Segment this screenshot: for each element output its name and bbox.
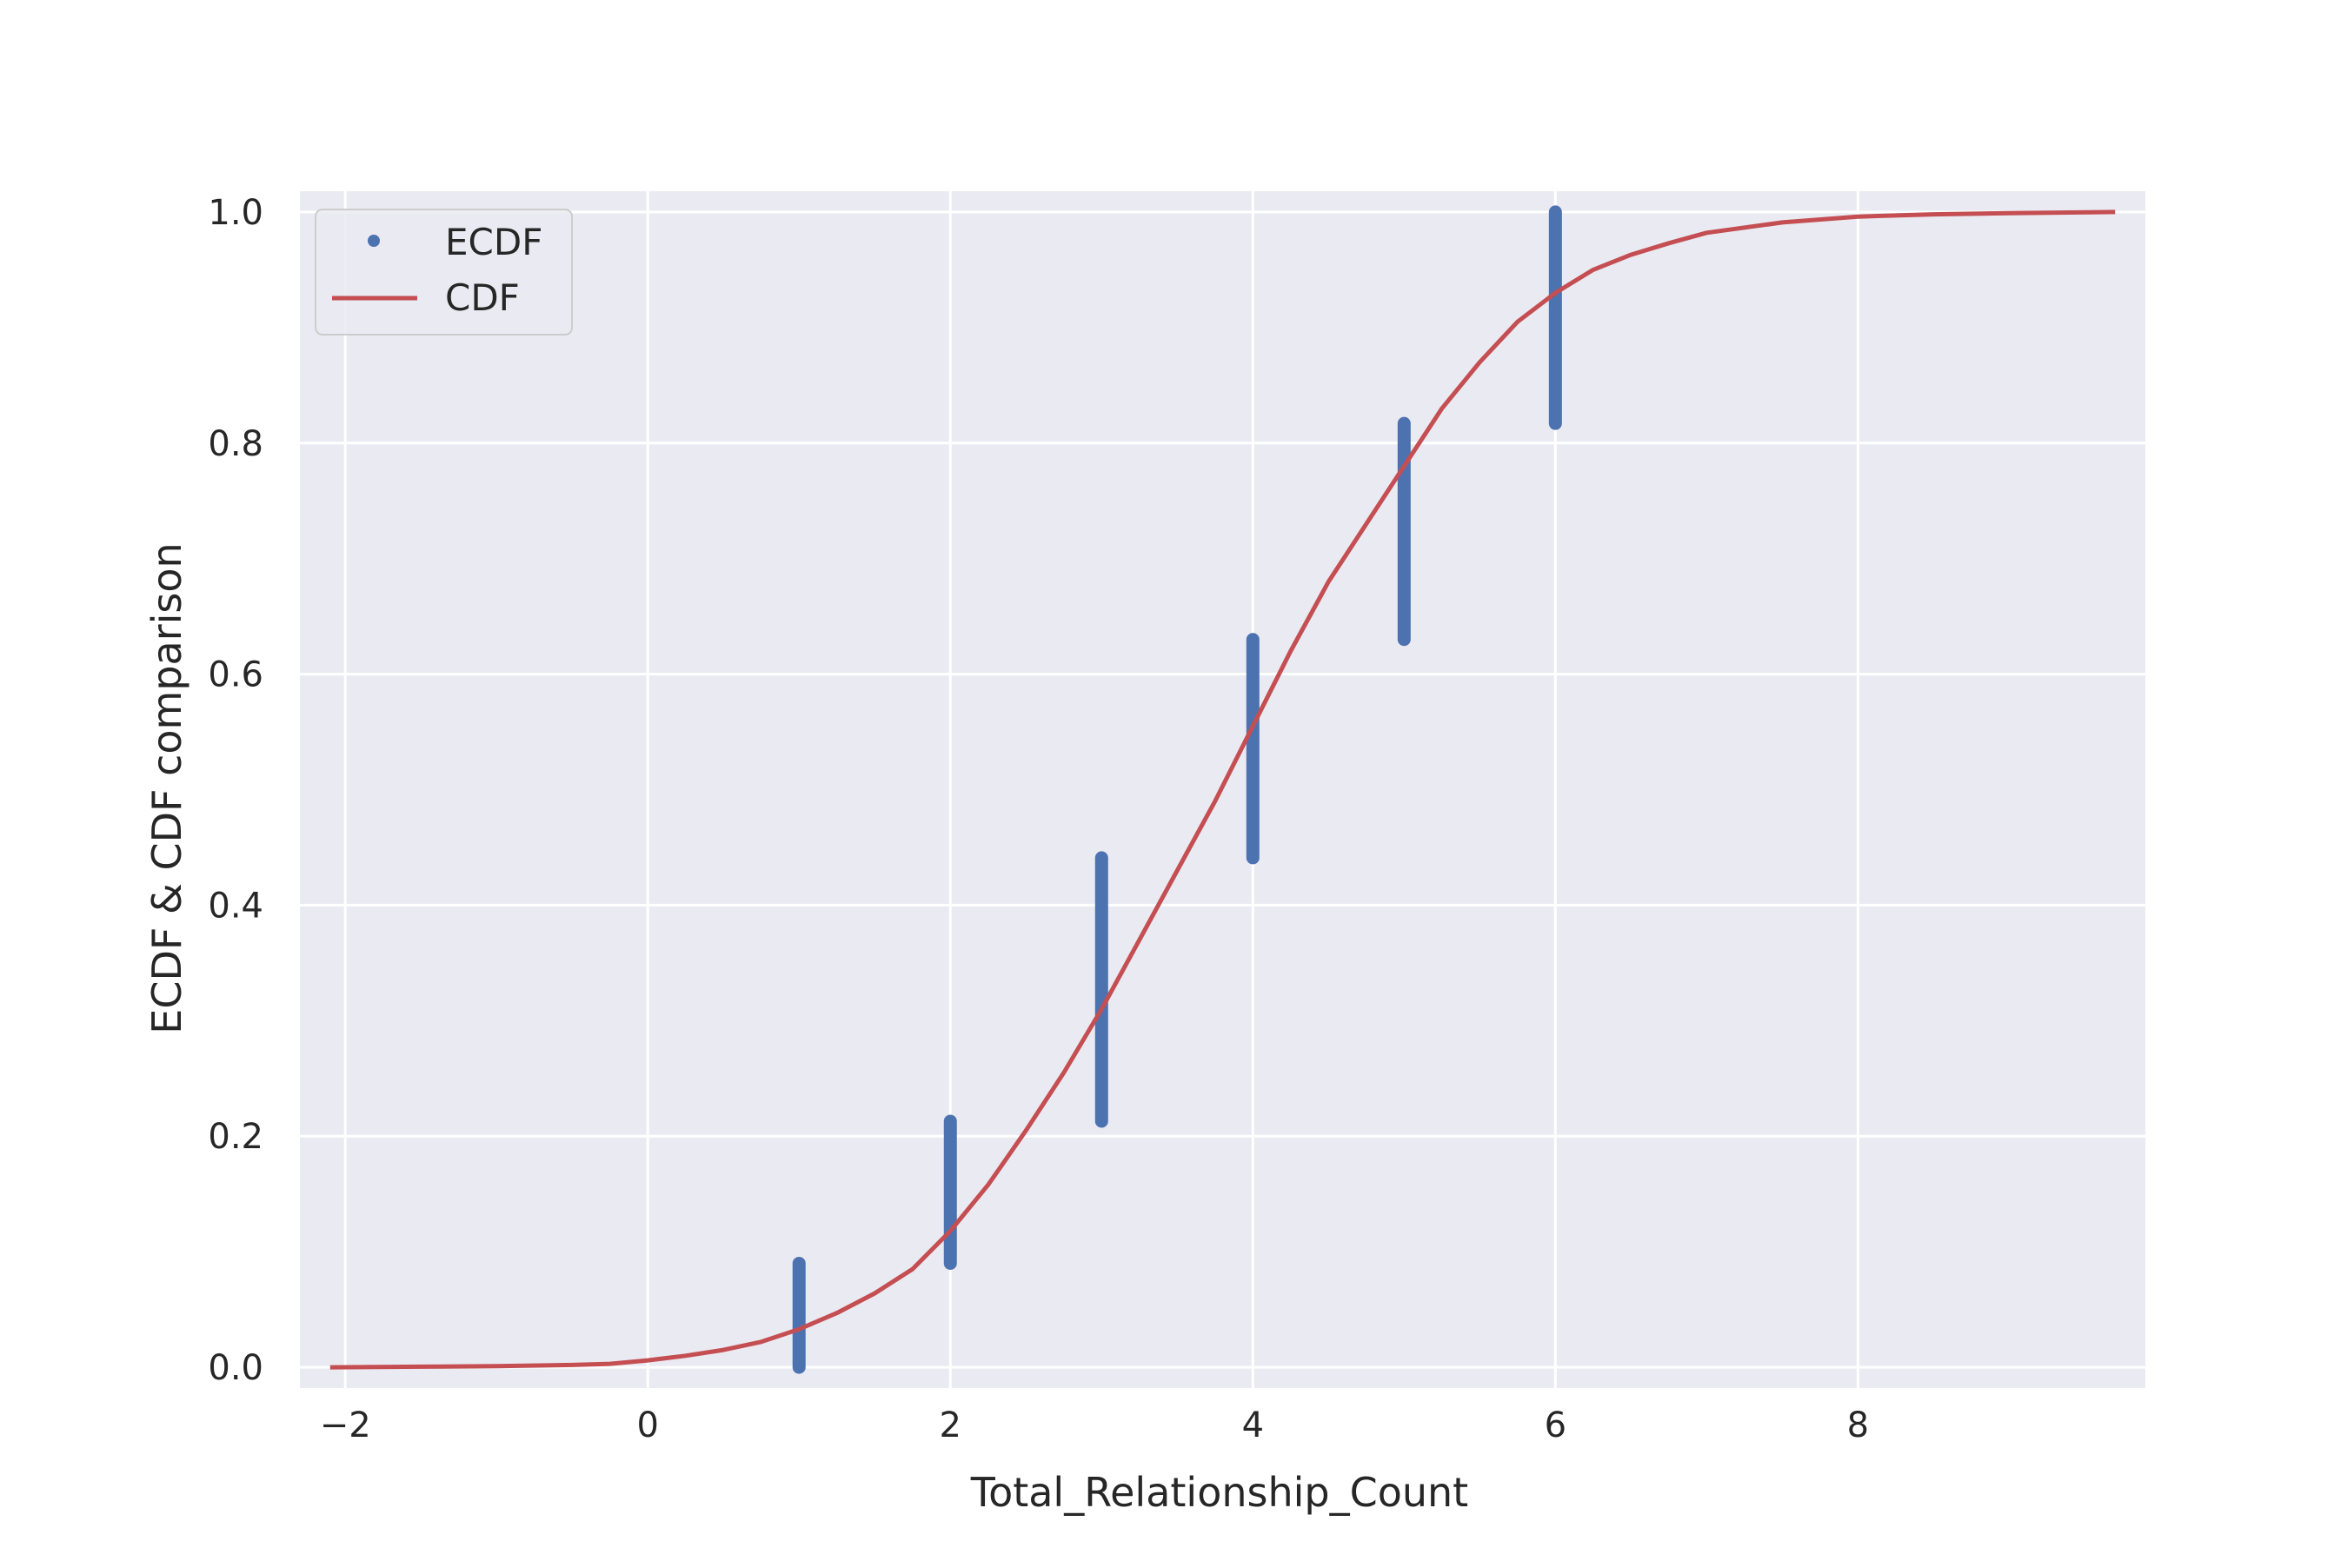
x-tick-label: 8 xyxy=(1847,1405,1869,1445)
legend-ecdf-marker xyxy=(368,235,380,247)
legend-ecdf-label: ECDF xyxy=(445,221,542,263)
y-tick-label: 0.4 xyxy=(208,886,263,926)
y-axis-label: ECDF & CDF comparison xyxy=(143,542,190,1033)
y-tick-label: 0.6 xyxy=(208,655,263,695)
series-layer xyxy=(329,205,2116,1374)
x-tick-labels: −2 0 2 4 6 8 xyxy=(320,1405,1869,1445)
y-gridlines xyxy=(300,210,2145,1369)
legend-cdf-label: CDF xyxy=(445,276,520,319)
y-tick-label: 0.0 xyxy=(208,1348,263,1388)
y-tick-label: 0.8 xyxy=(208,424,263,464)
y-tick-label: 1.0 xyxy=(208,193,263,233)
x-tick-label: 6 xyxy=(1545,1405,1566,1445)
cdf-line xyxy=(329,209,2116,1370)
x-tick-label: 0 xyxy=(637,1405,659,1445)
legend: ECDF CDF xyxy=(315,209,573,336)
y-tick-label: 0.2 xyxy=(208,1117,263,1157)
x-tick-label: −2 xyxy=(320,1405,371,1445)
x-axis-label: Total_Relationship_Count xyxy=(970,1469,1468,1516)
x-tick-label: 2 xyxy=(940,1405,961,1445)
y-tick-labels: 0.0 0.2 0.4 0.6 0.8 1.0 xyxy=(208,193,263,1388)
x-tick-label: 4 xyxy=(1242,1405,1264,1445)
